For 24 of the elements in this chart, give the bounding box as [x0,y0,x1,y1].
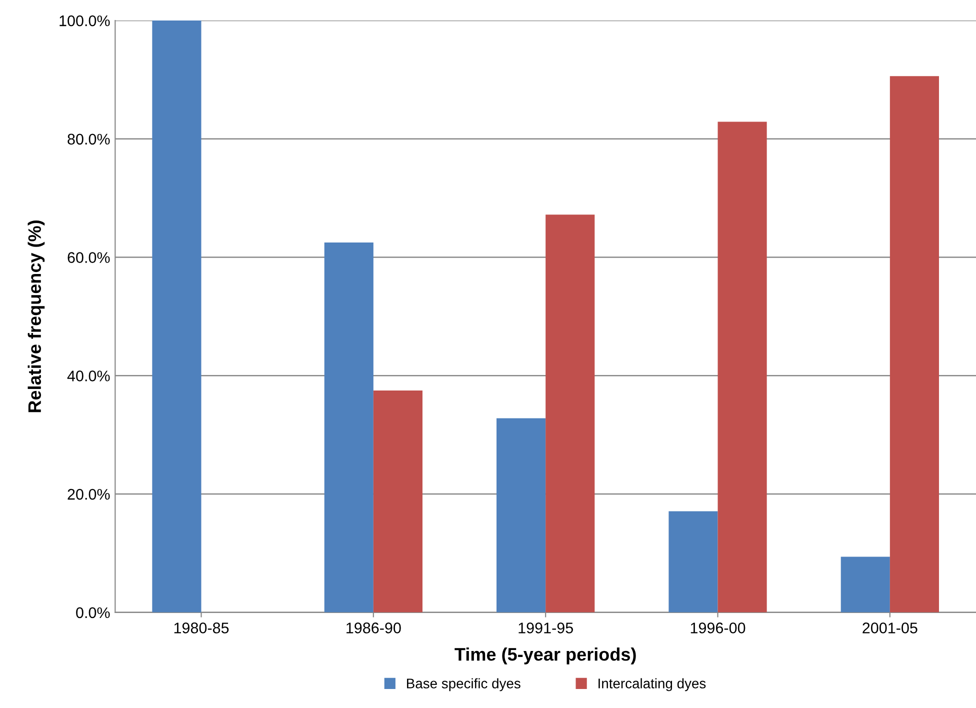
x-tick-label: 1986-90 [346,622,401,634]
y-tick-label: 40.0% [67,370,110,382]
y-tick-label: 0.0% [76,607,110,618]
bar [840,556,890,612]
bar [546,214,595,612]
y-axis-title: Relative frequency (%) [28,220,45,412]
x-axis-title: Time (5-year periods) [454,647,636,664]
y-tick-label: 100.0% [60,15,110,26]
bar [718,122,767,612]
bar [324,242,374,612]
y-tick-label: 60.0% [68,252,110,263]
legend-label: Intercalating dyes [598,678,706,692]
legend-label: Base specific dyes [407,678,520,692]
x-tick-label: 2001-05 [862,622,918,634]
bar [668,511,718,612]
x-tick-label: 1980-85 [174,622,229,634]
y-tick-label: 20.0% [68,488,110,500]
y-tick-label: 80.0% [68,134,110,145]
x-tick-label: 1996-00 [690,622,746,634]
bar [496,418,546,612]
x-tick-label: 1991-95 [518,622,573,634]
bar [890,76,939,612]
bar [373,390,422,612]
bar [152,20,202,612]
